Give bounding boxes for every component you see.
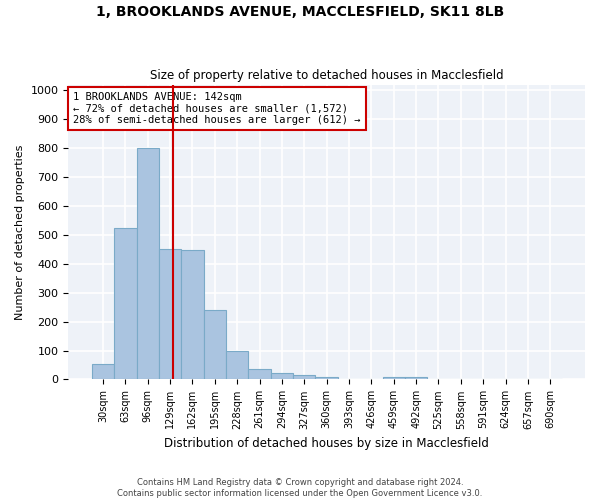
Bar: [114, 228, 137, 380]
Y-axis label: Number of detached properties: Number of detached properties: [15, 144, 25, 320]
Bar: [92, 364, 114, 380]
Bar: [203, 310, 226, 380]
Bar: [293, 374, 316, 380]
Bar: [383, 377, 405, 380]
Title: Size of property relative to detached houses in Macclesfield: Size of property relative to detached ho…: [150, 69, 503, 82]
Bar: [248, 370, 271, 380]
Text: 1 BROOKLANDS AVENUE: 142sqm
← 72% of detached houses are smaller (1,572)
28% of : 1 BROOKLANDS AVENUE: 142sqm ← 72% of det…: [73, 92, 361, 125]
Bar: [159, 250, 181, 380]
Bar: [405, 377, 427, 380]
Bar: [181, 250, 203, 380]
Bar: [226, 352, 248, 380]
X-axis label: Distribution of detached houses by size in Macclesfield: Distribution of detached houses by size …: [164, 437, 489, 450]
Text: Contains HM Land Registry data © Crown copyright and database right 2024.
Contai: Contains HM Land Registry data © Crown c…: [118, 478, 482, 498]
Bar: [271, 373, 293, 380]
Bar: [316, 376, 338, 380]
Text: 1, BROOKLANDS AVENUE, MACCLESFIELD, SK11 8LB: 1, BROOKLANDS AVENUE, MACCLESFIELD, SK11…: [96, 5, 504, 19]
Bar: [137, 148, 159, 380]
